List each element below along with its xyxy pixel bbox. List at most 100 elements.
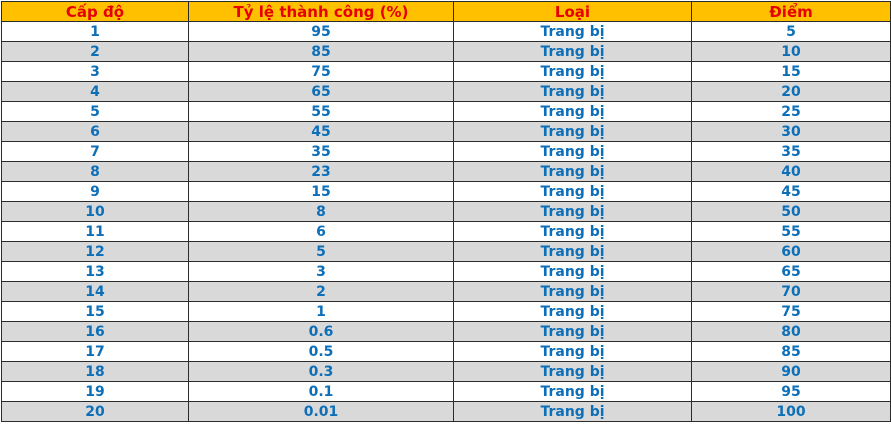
cell-success-rate: 15	[188, 181, 454, 202]
cell-type: Trang bị	[453, 121, 692, 142]
cell-points: 15	[691, 61, 891, 82]
cell-type: Trang bị	[453, 21, 692, 42]
cell-level: 2	[1, 41, 189, 62]
table-row: 9 15 Trang bị 45	[1, 181, 891, 202]
cell-points: 35	[691, 141, 891, 162]
cell-type: Trang bị	[453, 381, 692, 402]
cell-success-rate: 1	[188, 301, 454, 322]
table-row: 1 95 Trang bị 5	[1, 21, 891, 42]
table-row: 7 35 Trang bị 35	[1, 141, 891, 162]
cell-type: Trang bị	[453, 341, 692, 362]
cell-points: 45	[691, 181, 891, 202]
cell-success-rate: 3	[188, 261, 454, 282]
cell-type: Trang bị	[453, 401, 692, 422]
table-row: 15 1 Trang bị 75	[1, 301, 891, 322]
cell-points: 40	[691, 161, 891, 182]
header-success-rate: Tỷ lệ thành công (%)	[188, 1, 454, 22]
cell-level: 10	[1, 201, 189, 222]
cell-type: Trang bị	[453, 301, 692, 322]
cell-type: Trang bị	[453, 321, 692, 342]
cell-level: 17	[1, 341, 189, 362]
cell-level: 18	[1, 361, 189, 382]
cell-success-rate: 45	[188, 121, 454, 142]
header-type: Loại	[453, 1, 692, 22]
cell-type: Trang bị	[453, 261, 692, 282]
cell-type: Trang bị	[453, 141, 692, 162]
cell-success-rate: 95	[188, 21, 454, 42]
cell-success-rate: 0.1	[188, 381, 454, 402]
cell-points: 65	[691, 261, 891, 282]
cell-level: 1	[1, 21, 189, 42]
cell-success-rate: 8	[188, 201, 454, 222]
cell-level: 5	[1, 101, 189, 122]
cell-success-rate: 0.5	[188, 341, 454, 362]
table-row: 19 0.1 Trang bị 95	[1, 381, 891, 402]
table-row: 14 2 Trang bị 70	[1, 281, 891, 302]
cell-level: 9	[1, 181, 189, 202]
table-row: 8 23 Trang bị 40	[1, 161, 891, 182]
table-row: 6 45 Trang bị 30	[1, 121, 891, 142]
header-points: Điểm	[691, 1, 891, 22]
cell-type: Trang bị	[453, 201, 692, 222]
table-row: 5 55 Trang bị 25	[1, 101, 891, 122]
cell-type: Trang bị	[453, 61, 692, 82]
cell-type: Trang bị	[453, 221, 692, 242]
cell-type: Trang bị	[453, 81, 692, 102]
cell-level: 7	[1, 141, 189, 162]
cell-points: 25	[691, 101, 891, 122]
cell-type: Trang bị	[453, 161, 692, 182]
cell-level: 15	[1, 301, 189, 322]
cell-success-rate: 5	[188, 241, 454, 262]
cell-level: 13	[1, 261, 189, 282]
cell-points: 85	[691, 341, 891, 362]
cell-level: 3	[1, 61, 189, 82]
cell-type: Trang bị	[453, 241, 692, 262]
cell-success-rate: 85	[188, 41, 454, 62]
cell-points: 5	[691, 21, 891, 42]
cell-points: 60	[691, 241, 891, 262]
header-row: Cấp độ Tỷ lệ thành công (%) Loại Điểm	[1, 1, 891, 22]
cell-points: 30	[691, 121, 891, 142]
cell-success-rate: 55	[188, 101, 454, 122]
cell-points: 70	[691, 281, 891, 302]
cell-level: 19	[1, 381, 189, 402]
cell-type: Trang bị	[453, 101, 692, 122]
table-row: 16 0.6 Trang bị 80	[1, 321, 891, 342]
cell-level: 11	[1, 221, 189, 242]
table-body: 1 95 Trang bị 5 2 85 Trang bị 10 3 75 Trang bị 15 4 6…	[1, 21, 891, 422]
header-level: Cấp độ	[1, 1, 189, 22]
cell-type: Trang bị	[453, 361, 692, 382]
cell-points: 100	[691, 401, 891, 422]
table-row: 11 6 Trang bị 55	[1, 221, 891, 242]
table-row: 18 0.3 Trang bị 90	[1, 361, 891, 382]
table-row: 10 8 Trang bị 50	[1, 201, 891, 222]
cell-points: 90	[691, 361, 891, 382]
cell-points: 20	[691, 81, 891, 102]
cell-success-rate: 0.6	[188, 321, 454, 342]
cell-type: Trang bị	[453, 181, 692, 202]
cell-type: Trang bị	[453, 41, 692, 62]
table-header: Cấp độ Tỷ lệ thành công (%) Loại Điểm	[1, 1, 891, 22]
table-row: 12 5 Trang bị 60	[1, 241, 891, 262]
cell-level: 12	[1, 241, 189, 262]
cell-type: Trang bị	[453, 281, 692, 302]
table-row: 17 0.5 Trang bị 85	[1, 341, 891, 362]
cell-level: 4	[1, 81, 189, 102]
cell-success-rate: 75	[188, 61, 454, 82]
cell-level: 14	[1, 281, 189, 302]
cell-points: 50	[691, 201, 891, 222]
cell-points: 55	[691, 221, 891, 242]
table-row: 3 75 Trang bị 15	[1, 61, 891, 82]
cell-level: 6	[1, 121, 189, 142]
table-row: 2 85 Trang bị 10	[1, 41, 891, 62]
cell-success-rate: 23	[188, 161, 454, 182]
cell-points: 95	[691, 381, 891, 402]
table-row: 4 65 Trang bị 20	[1, 81, 891, 102]
cell-success-rate: 2	[188, 281, 454, 302]
table-row: 13 3 Trang bị 65	[1, 261, 891, 282]
cell-points: 10	[691, 41, 891, 62]
cell-success-rate: 65	[188, 81, 454, 102]
cell-points: 75	[691, 301, 891, 322]
cell-success-rate: 0.3	[188, 361, 454, 382]
